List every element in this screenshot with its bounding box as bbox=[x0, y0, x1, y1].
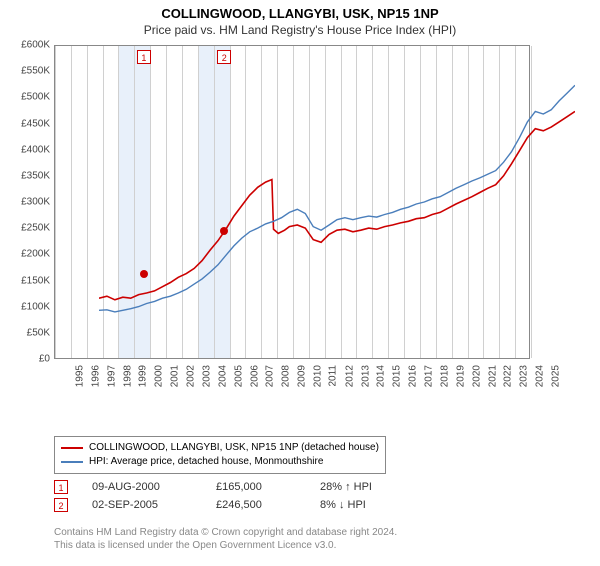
x-tick-label: 2025 bbox=[550, 365, 561, 387]
x-tick-label: 2007 bbox=[265, 365, 276, 387]
x-tick-label: 2009 bbox=[296, 365, 307, 387]
y-tick-label: £300K bbox=[10, 197, 50, 208]
y-tick-label: £550K bbox=[10, 66, 50, 77]
x-tick-label: 2000 bbox=[154, 365, 165, 387]
sale-row: 2 02-SEP-2005 £246,500 8% ↓ HPI bbox=[54, 498, 372, 512]
x-tick-label: 2024 bbox=[534, 365, 545, 387]
sale-marker-label: 2 bbox=[217, 50, 231, 64]
series-line bbox=[99, 111, 575, 299]
x-tick-label: 1997 bbox=[106, 365, 117, 387]
y-tick-label: £150K bbox=[10, 275, 50, 286]
x-tick-label: 1998 bbox=[122, 365, 133, 387]
x-tick-label: 2014 bbox=[376, 365, 387, 387]
attribution-line: Contains HM Land Registry data © Crown c… bbox=[54, 526, 397, 539]
y-tick-label: £50K bbox=[10, 327, 50, 338]
x-tick-label: 2011 bbox=[327, 365, 338, 387]
y-tick-label: £400K bbox=[10, 144, 50, 155]
x-tick-label: 2013 bbox=[360, 365, 371, 387]
y-tick-label: £500K bbox=[10, 92, 50, 103]
sales-table: 1 09-AUG-2000 £165,000 28% ↑ HPI 2 02-SEP-200… bbox=[54, 480, 372, 516]
y-tick-label: £100K bbox=[10, 301, 50, 312]
x-tick-label: 2005 bbox=[233, 365, 244, 387]
x-tick-label: 2015 bbox=[392, 365, 403, 387]
gridline bbox=[87, 46, 88, 358]
x-tick-label: 1996 bbox=[90, 365, 101, 387]
legend-label: HPI: Average price, detached house, Monm… bbox=[89, 455, 323, 469]
x-tick-label: 2022 bbox=[503, 365, 514, 387]
attribution-line: This data is licensed under the Open Gov… bbox=[54, 539, 397, 552]
x-tick-label: 2016 bbox=[407, 365, 418, 387]
sale-date: 09-AUG-2000 bbox=[92, 481, 192, 493]
chart-title: COLLINGWOOD, LLANGYBI, USK, NP15 1NP bbox=[0, 6, 600, 21]
x-tick-label: 2002 bbox=[185, 365, 196, 387]
x-tick-label: 2018 bbox=[439, 365, 450, 387]
y-tick-label: £250K bbox=[10, 223, 50, 234]
plot-area: 12 bbox=[54, 45, 530, 359]
x-tick-label: 2003 bbox=[201, 365, 212, 387]
sale-row: 1 09-AUG-2000 £165,000 28% ↑ HPI bbox=[54, 480, 372, 494]
x-tick-label: 2010 bbox=[312, 365, 323, 387]
x-tick-label: 2006 bbox=[249, 365, 260, 387]
y-tick-label: £350K bbox=[10, 170, 50, 181]
x-tick-label: 2008 bbox=[281, 365, 292, 387]
sale-marker-dot bbox=[140, 270, 148, 278]
x-tick-label: 2001 bbox=[169, 365, 180, 387]
legend: COLLINGWOOD, LLANGYBI, USK, NP15 1NP (de… bbox=[54, 436, 386, 474]
legend-swatch bbox=[61, 447, 83, 449]
sale-id-box: 1 bbox=[54, 480, 68, 494]
gridline bbox=[71, 46, 72, 358]
chart-area: 1219951996199719981999200020012002200320… bbox=[10, 45, 530, 403]
x-tick-label: 1995 bbox=[74, 365, 85, 387]
x-tick-label: 2023 bbox=[519, 365, 530, 387]
line-layer bbox=[99, 46, 575, 360]
x-tick-label: 2019 bbox=[455, 365, 466, 387]
sale-delta: 8% ↓ HPI bbox=[320, 499, 366, 511]
y-tick-label: £200K bbox=[10, 249, 50, 260]
sale-marker-label: 1 bbox=[137, 50, 151, 64]
x-tick-label: 2021 bbox=[487, 365, 498, 387]
legend-item: COLLINGWOOD, LLANGYBI, USK, NP15 1NP (de… bbox=[61, 441, 379, 455]
series-line bbox=[99, 85, 575, 312]
chart-subtitle: Price paid vs. HM Land Registry's House … bbox=[0, 23, 600, 37]
legend-swatch bbox=[61, 461, 83, 463]
sale-delta: 28% ↑ HPI bbox=[320, 481, 372, 493]
gridline bbox=[55, 46, 56, 358]
x-tick-label: 2012 bbox=[344, 365, 355, 387]
sale-id-box: 2 bbox=[54, 498, 68, 512]
legend-item: HPI: Average price, detached house, Monm… bbox=[61, 455, 379, 469]
sale-date: 02-SEP-2005 bbox=[92, 499, 192, 511]
sale-price: £246,500 bbox=[216, 499, 296, 511]
x-tick-label: 2004 bbox=[217, 365, 228, 387]
x-tick-label: 2020 bbox=[471, 365, 482, 387]
legend-label: COLLINGWOOD, LLANGYBI, USK, NP15 1NP (de… bbox=[89, 441, 379, 455]
y-tick-label: £600K bbox=[10, 40, 50, 51]
attribution: Contains HM Land Registry data © Crown c… bbox=[54, 526, 397, 552]
y-tick-label: £450K bbox=[10, 118, 50, 129]
x-tick-label: 2017 bbox=[423, 365, 434, 387]
sale-price: £165,000 bbox=[216, 481, 296, 493]
sale-marker-dot bbox=[220, 227, 228, 235]
y-tick-label: £0 bbox=[10, 354, 50, 365]
x-tick-label: 1999 bbox=[138, 365, 149, 387]
